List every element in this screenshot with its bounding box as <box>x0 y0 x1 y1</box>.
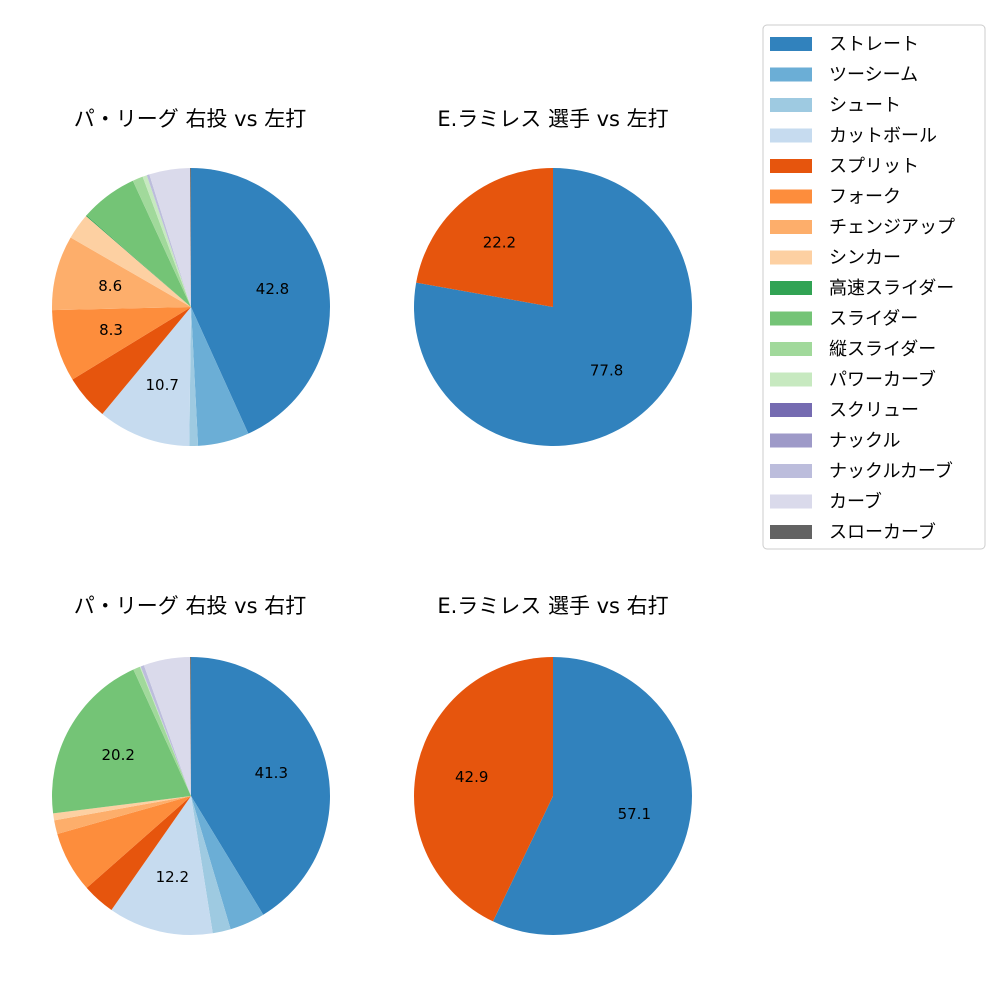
pie-1-slice-5 <box>72 307 191 415</box>
pie-1-slice-1 <box>191 168 331 434</box>
pie-3-slice-7 <box>54 796 192 834</box>
legend-swatch <box>770 433 812 448</box>
pie-4-slice-label: 42.9 <box>455 768 488 786</box>
legend-label: スローカーブ <box>829 521 936 543</box>
legend-swatch <box>770 159 812 173</box>
legend-label: ツーシーム <box>829 65 918 86</box>
pie-1-slices: 42.8 10.7 8.3 8.6 <box>52 168 331 446</box>
pie-1-slice-3 <box>189 307 199 446</box>
pie-3-slice-3 <box>191 796 231 934</box>
legend-swatch <box>770 250 812 265</box>
pie-1-slice-10 <box>86 180 191 307</box>
pie-1-slice-label: 8.6 <box>98 277 122 295</box>
pie-3-slice-16 <box>143 657 191 796</box>
pie-1-slice-11 <box>132 176 191 307</box>
legend-frame <box>762 24 986 550</box>
pie-3-slice-5 <box>86 796 191 910</box>
pie-panel-2: E.ラミレス 選手 vs 左打 77.8 22.2 <box>414 107 692 447</box>
pie-2-slice-label: 77.8 <box>590 361 623 379</box>
legend-swatch <box>770 220 812 234</box>
legend-label: カットボール <box>829 126 937 147</box>
pie-3-slice-label: 41.3 <box>255 764 288 782</box>
pie-panel-1: パ・リーグ 右投 vs 左打 42.8 10.7 8.3 8.6 <box>52 107 331 446</box>
pie-1-slice-9 <box>85 215 191 307</box>
pie-1-slice-15 <box>146 174 191 307</box>
legend-label: 縦スライダー <box>829 339 936 360</box>
legend-label: パワーカーブ <box>829 369 936 391</box>
legend-label: スクリュー <box>829 400 919 421</box>
legend-swatch <box>770 128 812 143</box>
pie-4-slices: 57.1 42.9 <box>414 657 693 935</box>
pie-1-slice-12 <box>142 175 191 307</box>
pie-3-slice-10 <box>51 669 191 814</box>
pie-3-slice-6 <box>57 796 191 888</box>
pie-2-slice-2 <box>416 168 553 307</box>
pie-3-title: パ・リーグ 右投 vs 右打 <box>74 594 306 618</box>
pie-1-slice-7 <box>52 237 191 311</box>
pie-4-slice-2 <box>414 657 553 922</box>
pie-2-slice-label: 22.2 <box>483 234 516 252</box>
legend-label: シュート <box>829 95 901 116</box>
legend-swatch <box>770 189 812 204</box>
legend-label: チェンジアップ <box>829 217 955 238</box>
legend-swatch <box>770 37 812 51</box>
pie-panel-4: E.ラミレス 選手 vs 右打 57.1 42.9 <box>414 594 693 935</box>
pie-3-slice-1 <box>191 657 331 915</box>
legend-swatch <box>770 525 812 539</box>
legend-swatch <box>770 494 812 509</box>
pie-3-slice-11 <box>133 666 191 796</box>
pie-2-title: E.ラミレス 選手 vs 左打 <box>437 107 668 131</box>
legend: ストレートツーシームシュートカットボールスプリットフォークチェンジアップシンカー… <box>762 24 986 550</box>
pie-3-slice-17 <box>190 657 191 796</box>
legend-label: シンカー <box>829 248 901 269</box>
legend-swatch <box>770 403 812 417</box>
legend-items: ストレートツーシームシュートカットボールスプリットフォークチェンジアップシンカー… <box>770 34 955 543</box>
legend-swatch <box>770 98 812 112</box>
legend-swatch <box>770 464 812 478</box>
pie-4-slice-1 <box>493 657 693 935</box>
pie-1-slice-6 <box>52 307 192 380</box>
pie-1-slice-label: 42.8 <box>256 280 289 298</box>
pie-1-slice-16 <box>149 168 191 307</box>
legend-label: スライダー <box>829 309 918 330</box>
pie-panel-3: パ・リーグ 右投 vs 右打 41.3 12.2 20.2 <box>51 594 331 935</box>
legend-swatch <box>770 372 812 387</box>
pie-2-slices: 77.8 22.2 <box>414 168 692 447</box>
legend-label: ナックルカーブ <box>829 460 953 482</box>
pie-4-title: E.ラミレス 選手 vs 右打 <box>437 594 668 618</box>
pie-4-slice-label: 57.1 <box>618 805 651 823</box>
pie-3-slices: 41.3 12.2 20.2 <box>51 657 331 935</box>
legend-swatch <box>770 67 812 82</box>
pie-3-slice-label: 12.2 <box>156 868 189 886</box>
pie-3-slice-12 <box>139 666 191 796</box>
legend-label: フォーク <box>829 187 901 208</box>
pie-3-slice-label: 20.2 <box>101 746 134 764</box>
pie-1-title: パ・リーグ 右投 vs 左打 <box>74 107 306 131</box>
legend-label: ストレート <box>829 34 919 55</box>
legend-label: スプリット <box>829 156 919 177</box>
legend-swatch <box>770 281 812 295</box>
pie-1-slice-2 <box>191 307 249 446</box>
legend-swatch <box>770 311 812 326</box>
legend-swatch <box>770 342 812 356</box>
pie-1-slice-4 <box>102 307 191 446</box>
pie-3-slice-2 <box>191 796 264 930</box>
legend-label: ナックル <box>829 431 900 452</box>
pie-1-slice-8 <box>70 215 191 307</box>
pie-3-slice-15 <box>140 665 191 796</box>
pie-1-slice-17 <box>190 168 191 307</box>
pie-3-slice-8 <box>53 796 192 821</box>
pie-1-slice-label: 10.7 <box>145 376 178 394</box>
pie-1-slice-label: 8.3 <box>99 321 123 339</box>
legend-label: 高速スライダー <box>829 278 954 299</box>
legend-label: カーブ <box>829 491 882 513</box>
pie-3-slice-4 <box>111 796 213 935</box>
